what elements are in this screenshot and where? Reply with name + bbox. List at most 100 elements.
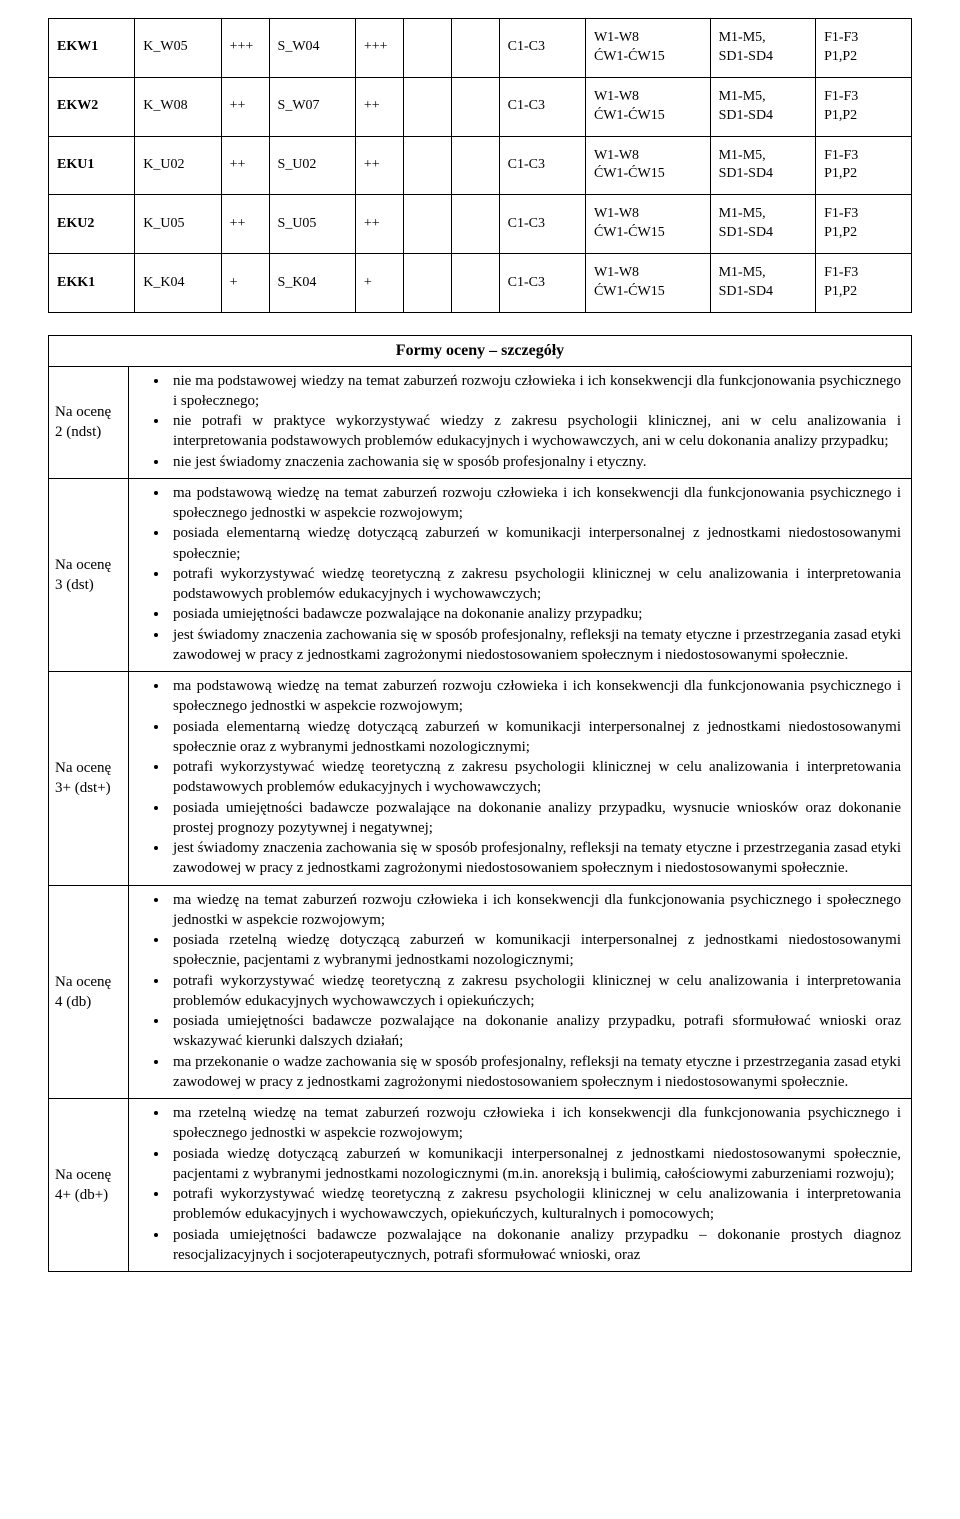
grade-criteria: ma rzetelną wiedzę na temat zaburzeń roz…: [129, 1099, 912, 1272]
matrix-cell-e2: [451, 254, 499, 313]
criterion-item: posiada wiedzę dotyczącą zaburzeń w komu…: [169, 1144, 901, 1185]
matrix-cell-w: W1-W8 ĆW1-ĆW15: [585, 254, 710, 313]
matrix-cell-c: C1-C3: [499, 195, 585, 254]
criterion-item: posiada elementarną wiedzę dotyczącą zab…: [169, 717, 901, 758]
matrix-cell-code: EKK1: [49, 254, 135, 313]
matrix-cell-w: W1-W8 ĆW1-ĆW15: [585, 136, 710, 195]
grade-label: Na ocenę 3 (dst): [49, 478, 129, 671]
matrix-row: EKU2K_U05++S_U05++C1-C3W1-W8 ĆW1-ĆW15M1-…: [49, 195, 912, 254]
grade-criteria: ma podstawową wiedzę na temat zaburzeń r…: [129, 478, 912, 671]
grade-criteria: ma wiedzę na temat zaburzeń rozwoju czło…: [129, 885, 912, 1099]
criterion-item: ma podstawową wiedzę na temat zaburzeń r…: [169, 483, 901, 524]
matrix-cell-e1: [403, 254, 451, 313]
matrix-cell-k: K_K04: [135, 254, 221, 313]
matrix-cell-e2: [451, 19, 499, 78]
matrix-cell-e1: [403, 136, 451, 195]
criterion-item: nie jest świadomy znaczenia zachowania s…: [169, 452, 901, 472]
criterion-item: posiada umiejętności badawcze pozwalając…: [169, 1225, 901, 1266]
matrix-cell-code: EKW2: [49, 77, 135, 136]
criterion-item: posiada umiejętności badawcze pozwalając…: [169, 604, 901, 624]
criterion-item: potrafi wykorzystywać wiedzę teoretyczną…: [169, 971, 901, 1012]
matrix-cell-w: W1-W8 ĆW1-ĆW15: [585, 195, 710, 254]
matrix-cell-m: M1-M5, SD1-SD4: [710, 19, 815, 78]
grade-row: Na ocenę 3 (dst) ma podstawową wiedzę na …: [49, 478, 912, 671]
assessment-forms-table: Formy oceny – szczegółyNa ocenę 2 (ndst)…: [48, 335, 912, 1272]
matrix-cell-f: F1-F3 P1,P2: [816, 254, 912, 313]
grade-row: Na ocenę 3+ (dst+) ma podstawową wiedzę n…: [49, 672, 912, 886]
matrix-cell-s: S_K04: [269, 254, 355, 313]
matrix-cell-code: EKU1: [49, 136, 135, 195]
matrix-cell-f: F1-F3 P1,P2: [816, 19, 912, 78]
matrix-cell-s: S_W07: [269, 77, 355, 136]
matrix-cell-k_lvl: ++: [221, 77, 269, 136]
grade-label: Na ocenę 4 (db): [49, 885, 129, 1099]
criterion-item: potrafi wykorzystywać wiedzę teoretyczną…: [169, 564, 901, 605]
matrix-cell-k_lvl: ++: [221, 136, 269, 195]
matrix-cell-w: W1-W8 ĆW1-ĆW15: [585, 19, 710, 78]
matrix-cell-e1: [403, 77, 451, 136]
matrix-cell-k_lvl: +++: [221, 19, 269, 78]
matrix-cell-m: M1-M5, SD1-SD4: [710, 254, 815, 313]
criterion-item: nie ma podstawowej wiedzy na temat zabur…: [169, 371, 901, 412]
criterion-item: ma wiedzę na temat zaburzeń rozwoju czło…: [169, 890, 901, 931]
matrix-cell-m: M1-M5, SD1-SD4: [710, 195, 815, 254]
criterion-item: posiada elementarną wiedzę dotyczącą zab…: [169, 523, 901, 564]
grade-label: Na ocenę 2 (ndst): [49, 366, 129, 478]
criterion-item: posiada rzetelną wiedzę dotyczącą zaburz…: [169, 930, 901, 971]
matrix-cell-k_lvl: +: [221, 254, 269, 313]
matrix-cell-k: K_W08: [135, 77, 221, 136]
matrix-cell-s_lvl: +: [355, 254, 403, 313]
outcomes-matrix-table: EKW1K_W05+++S_W04+++C1-C3W1-W8 ĆW1-ĆW15M…: [48, 18, 912, 313]
matrix-cell-k: K_U05: [135, 195, 221, 254]
grade-row: Na ocenę 2 (ndst) nie ma podstawowej wied…: [49, 366, 912, 478]
matrix-cell-s_lvl: ++: [355, 136, 403, 195]
criterion-item: ma podstawową wiedzę na temat zaburzeń r…: [169, 676, 901, 717]
criterion-item: ma przekonanie o wadze zachowania się w …: [169, 1052, 901, 1093]
matrix-row: EKW2K_W08++S_W07++C1-C3W1-W8 ĆW1-ĆW15M1-…: [49, 77, 912, 136]
matrix-cell-e2: [451, 136, 499, 195]
matrix-cell-s_lvl: ++: [355, 77, 403, 136]
grade-row: Na ocenę 4+ (db+) ma rzetelną wiedzę na t…: [49, 1099, 912, 1272]
criterion-item: jest świadomy znaczenia zachowania się w…: [169, 838, 901, 879]
criterion-item: nie potrafi w praktyce wykorzystywać wie…: [169, 411, 901, 452]
criterion-item: jest świadomy znaczenia zachowania się w…: [169, 625, 901, 666]
criterion-item: potrafi wykorzystywać wiedzę teoretyczną…: [169, 1184, 901, 1225]
matrix-cell-f: F1-F3 P1,P2: [816, 195, 912, 254]
criterion-item: ma rzetelną wiedzę na temat zaburzeń roz…: [169, 1103, 901, 1144]
forms-title: Formy oceny – szczegóły: [49, 335, 912, 366]
matrix-cell-m: M1-M5, SD1-SD4: [710, 77, 815, 136]
criterion-item: posiada umiejętności badawcze pozwalając…: [169, 1011, 901, 1052]
matrix-cell-code: EKW1: [49, 19, 135, 78]
matrix-cell-s: S_U02: [269, 136, 355, 195]
matrix-cell-f: F1-F3 P1,P2: [816, 77, 912, 136]
criterion-item: posiada umiejętności badawcze pozwalając…: [169, 798, 901, 839]
matrix-cell-k_lvl: ++: [221, 195, 269, 254]
matrix-cell-c: C1-C3: [499, 254, 585, 313]
matrix-cell-c: C1-C3: [499, 77, 585, 136]
matrix-cell-e1: [403, 195, 451, 254]
matrix-cell-s: S_U05: [269, 195, 355, 254]
grade-criteria: nie ma podstawowej wiedzy na temat zabur…: [129, 366, 912, 478]
matrix-cell-s_lvl: ++: [355, 195, 403, 254]
grade-row: Na ocenę 4 (db) ma wiedzę na temat zaburz…: [49, 885, 912, 1099]
matrix-cell-e2: [451, 77, 499, 136]
grade-label: Na ocenę 4+ (db+): [49, 1099, 129, 1272]
matrix-cell-k: K_U02: [135, 136, 221, 195]
matrix-cell-e2: [451, 195, 499, 254]
matrix-row: EKU1K_U02++S_U02++C1-C3W1-W8 ĆW1-ĆW15M1-…: [49, 136, 912, 195]
matrix-cell-k: K_W05: [135, 19, 221, 78]
matrix-cell-c: C1-C3: [499, 136, 585, 195]
criterion-item: potrafi wykorzystywać wiedzę teoretyczną…: [169, 757, 901, 798]
matrix-row: EKW1K_W05+++S_W04+++C1-C3W1-W8 ĆW1-ĆW15M…: [49, 19, 912, 78]
matrix-cell-s: S_W04: [269, 19, 355, 78]
grade-label: Na ocenę 3+ (dst+): [49, 672, 129, 886]
matrix-cell-s_lvl: +++: [355, 19, 403, 78]
matrix-cell-e1: [403, 19, 451, 78]
matrix-cell-f: F1-F3 P1,P2: [816, 136, 912, 195]
matrix-cell-m: M1-M5, SD1-SD4: [710, 136, 815, 195]
grade-criteria: ma podstawową wiedzę na temat zaburzeń r…: [129, 672, 912, 886]
matrix-cell-w: W1-W8 ĆW1-ĆW15: [585, 77, 710, 136]
matrix-cell-code: EKU2: [49, 195, 135, 254]
matrix-row: EKK1K_K04+S_K04+C1-C3W1-W8 ĆW1-ĆW15M1-M5…: [49, 254, 912, 313]
matrix-cell-c: C1-C3: [499, 19, 585, 78]
